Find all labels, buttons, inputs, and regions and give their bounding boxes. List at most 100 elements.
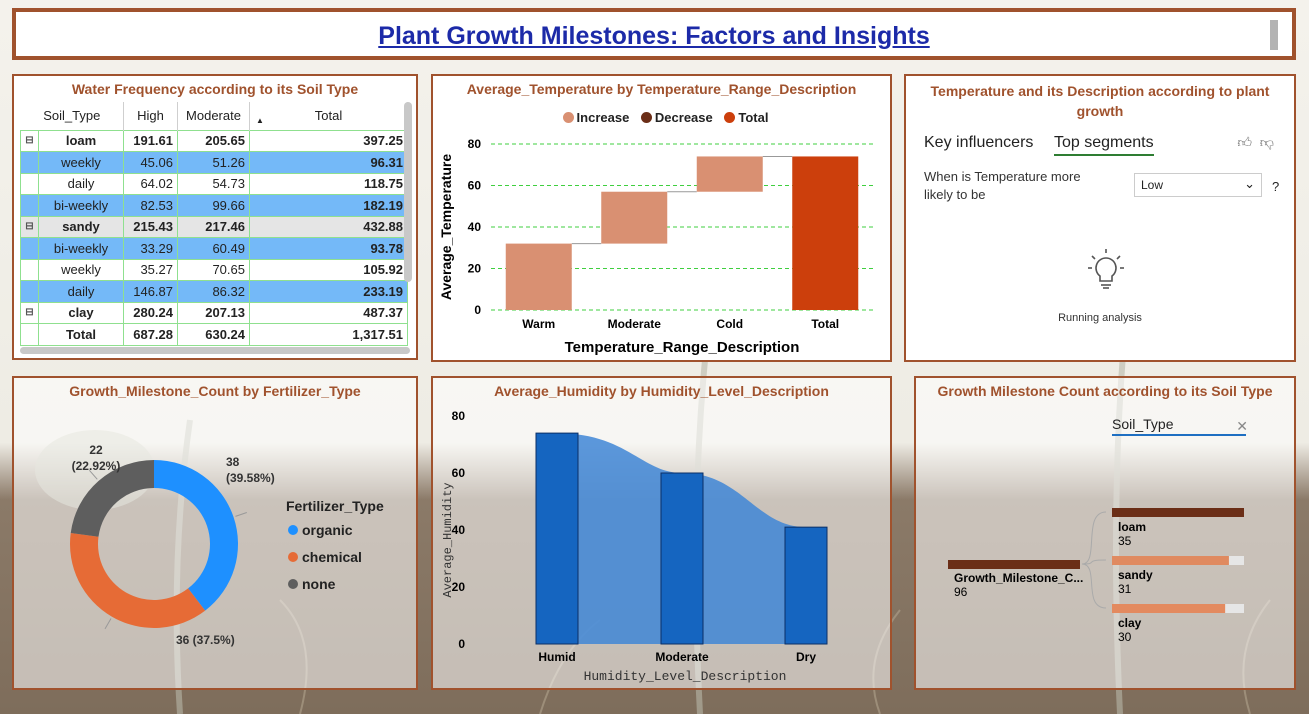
data-label-none: (22.92%) <box>72 459 121 473</box>
matrix-horizontal-scrollbar[interactable] <box>20 347 410 354</box>
tree-bar-sandy[interactable] <box>1112 556 1229 565</box>
matrix-child-row[interactable]: daily 64.02 54.73 118.75 <box>20 172 408 195</box>
matrix-child-row[interactable]: bi-weekly 82.53 99.66 182.19 <box>20 194 408 217</box>
legend-organic[interactable]: organic <box>288 522 353 538</box>
matrix-parent-row[interactable]: ⊟ loam 191.61 205.65 397.25 <box>20 129 408 152</box>
col-header-high[interactable]: High <box>123 102 178 130</box>
key-influencers-title: Temperature and its Description accordin… <box>930 83 1270 119</box>
soil-type-filter-label[interactable]: Soil_Type <box>1112 416 1246 436</box>
matrix-cell-high: 64.02 <box>123 172 178 195</box>
tree-node-value: 30 <box>1118 630 1132 644</box>
x-tick-label: Warm <box>522 317 555 331</box>
data-label-organic: 38 <box>226 455 240 469</box>
matrix-cell-total: 397.25 <box>249 129 408 152</box>
matrix-cell-high: 215.43 <box>123 215 178 238</box>
matrix-row-label: weekly <box>38 151 124 174</box>
matrix-parent-row[interactable]: ⊟ clay 280.24 207.13 487.37 <box>20 301 408 324</box>
humidity-bar-moderate[interactable] <box>660 472 704 645</box>
y-axis-title: Average_Humidity <box>441 482 455 597</box>
legend-none[interactable]: none <box>288 576 335 592</box>
humidity-bar-dry[interactable] <box>784 526 828 645</box>
col-header-total-label: Total <box>314 108 343 124</box>
legend-increase-swatch <box>562 112 574 123</box>
col-header-total[interactable]: ▲ Total <box>249 102 408 130</box>
tree-connector <box>1081 511 1107 565</box>
matrix-total-row[interactable]: Total 687.28 630.24 1,317.51 <box>20 323 408 346</box>
waterfall-bar-cold[interactable] <box>696 156 763 192</box>
collapse-icon[interactable]: ⊟ <box>20 129 39 152</box>
humidity-bar-humid[interactable] <box>535 432 579 645</box>
running-analysis-status: Running analysis <box>1058 312 1142 324</box>
y-tick-label: 60 <box>452 466 466 480</box>
matrix-cell-total: 487.37 <box>249 301 408 324</box>
matrix-cell-total: 1,317.51 <box>249 323 408 346</box>
matrix-cell-total: 182.19 <box>249 194 408 217</box>
legend-organic-label: organic <box>302 522 353 538</box>
tree-bar-loam[interactable] <box>1112 508 1244 517</box>
matrix-child-row[interactable]: weekly 45.06 51.26 96.31 <box>20 151 408 174</box>
matrix-row-label: bi-weekly <box>38 194 124 217</box>
waterfall-bar-moderate[interactable] <box>601 191 668 244</box>
matrix-vertical-scrollbar[interactable] <box>404 102 412 282</box>
matrix-child-row[interactable]: daily 146.87 86.32 233.19 <box>20 280 408 303</box>
data-label-none: 22 <box>89 443 103 457</box>
organic-swatch <box>288 525 298 535</box>
fertilizer-panel: Growth_Milestone_Count by Fertilizer_Typ… <box>12 376 418 690</box>
y-tick-label: 20 <box>452 580 466 594</box>
tab-key-influencers[interactable]: Key influencers <box>924 134 1034 151</box>
x-axis-title: Temperature_Range_Description <box>565 339 800 356</box>
tab-top-segments[interactable]: Top segments <box>1054 134 1154 156</box>
chemical-swatch <box>288 552 298 562</box>
donut-slice-none[interactable] <box>70 460 154 537</box>
help-icon[interactable]: ? <box>1272 179 1280 194</box>
matrix-cell-high: 687.28 <box>123 323 178 346</box>
tree-node-value: 31 <box>1118 582 1132 596</box>
legend-chemical[interactable]: chemical <box>288 549 362 565</box>
matrix-child-row[interactable]: bi-weekly 33.29 60.49 93.78 <box>20 237 408 260</box>
tree-bar-clay[interactable] <box>1112 604 1226 613</box>
y-tick-label: 80 <box>468 137 482 151</box>
matrix-cell-total: 105.92 <box>249 258 408 281</box>
soil-tree-panel: Growth Milestone Count according to its … <box>914 376 1296 690</box>
thumbs-down-icon[interactable]: 👎︎ <box>1259 134 1274 150</box>
close-icon[interactable]: ✕ <box>1236 418 1248 434</box>
matrix-indent <box>20 258 39 281</box>
matrix-cell-high: 33.29 <box>123 237 178 260</box>
leader-line <box>89 469 98 480</box>
col-header-moderate[interactable]: Moderate <box>177 102 250 130</box>
matrix-cell-high: 82.53 <box>123 194 178 217</box>
donut-slice-chemical[interactable] <box>70 533 206 628</box>
temperature-legend: Increase Decrease Total <box>433 110 890 125</box>
legend-total-label: Total <box>738 110 769 125</box>
legend-none-label: none <box>302 576 336 592</box>
col-header-soil-type[interactable]: Soil_Type <box>20 102 124 130</box>
temperature-dropdown[interactable]: Low ⌄ <box>1134 173 1262 197</box>
y-tick-label: 60 <box>468 179 482 193</box>
collapse-icon[interactable]: ⊟ <box>20 215 39 238</box>
donut-slice-organic[interactable] <box>154 460 238 611</box>
tree-root-bar[interactable] <box>948 560 1080 569</box>
matrix-row-label: weekly <box>38 258 124 281</box>
legend-increase-label: Increase <box>576 110 630 125</box>
collapse-icon[interactable]: ⊟ <box>20 301 39 324</box>
matrix-child-row[interactable]: weekly 35.27 70.65 105.92 <box>20 258 408 281</box>
waterfall-bar-total[interactable] <box>792 156 859 310</box>
humidity-chart-title: Average_Humidity by Humidity_Level_Descr… <box>494 383 829 399</box>
data-label-organic: (39.58%) <box>226 471 275 485</box>
x-tick-label: Moderate <box>608 317 662 331</box>
matrix-parent-row[interactable]: ⊟ sandy 215.43 217.46 432.88 <box>20 215 408 238</box>
thumbs-up-icon[interactable]: 👍︎ <box>1237 134 1252 150</box>
matrix-cell-high: 35.27 <box>123 258 178 281</box>
fertilizer-chart-title: Growth_Milestone_Count by Fertilizer_Typ… <box>69 383 361 399</box>
tree-node-label: sandy <box>1118 568 1153 582</box>
waterfall-bar-warm[interactable] <box>505 243 572 310</box>
matrix-cell-total: 432.88 <box>249 215 408 238</box>
matrix-cell-total: 233.19 <box>249 280 408 303</box>
none-swatch <box>288 579 298 589</box>
title-scrollbar[interactable] <box>1270 20 1278 50</box>
analysis-area: Running analysis <box>914 212 1286 352</box>
matrix-cell-total: 93.78 <box>249 237 408 260</box>
tree-connector <box>1081 559 1107 565</box>
humidity-bar-chart: 0 20 40 60 80 Humid Moderate Dry Humidity_Level_… <box>441 409 828 684</box>
